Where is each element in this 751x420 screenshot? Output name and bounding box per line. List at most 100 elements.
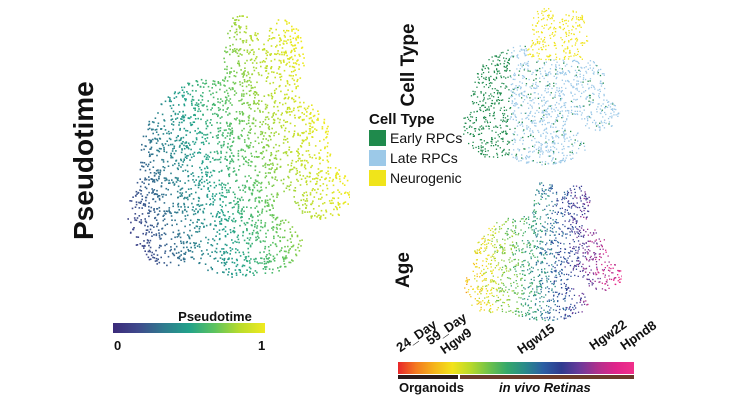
umap-point <box>323 202 326 204</box>
umap-point <box>203 207 206 210</box>
umap-point <box>294 50 296 52</box>
umap-point <box>253 186 256 189</box>
umap-point <box>277 68 280 70</box>
umap-point <box>508 149 510 151</box>
umap-point <box>510 282 512 285</box>
umap-point <box>610 103 612 105</box>
umap-point <box>606 106 609 108</box>
umap-point <box>254 198 257 200</box>
umap-point <box>549 311 551 314</box>
umap-point <box>596 111 598 113</box>
umap-point <box>597 103 599 105</box>
umap-point <box>256 81 258 84</box>
umap-point <box>553 151 555 153</box>
umap-point <box>226 146 229 148</box>
umap-point <box>250 37 252 40</box>
umap-point <box>572 312 574 314</box>
umap-point <box>547 100 549 102</box>
umap-point <box>565 284 567 286</box>
umap-point <box>535 141 537 143</box>
umap-point <box>549 17 551 20</box>
umap-point <box>305 181 307 183</box>
umap-point <box>617 280 619 282</box>
umap-point <box>553 281 555 283</box>
umap-point <box>493 281 495 283</box>
umap-point <box>468 279 470 281</box>
umap-point <box>572 10 574 12</box>
umap-point <box>211 124 213 126</box>
umap-point <box>302 132 304 135</box>
umap-point <box>507 59 510 61</box>
umap-point <box>523 68 526 70</box>
umap-point <box>551 212 553 215</box>
umap-point <box>597 73 599 75</box>
umap-point <box>583 20 585 22</box>
umap-point <box>580 81 582 83</box>
umap-point <box>170 215 173 217</box>
umap-point <box>529 104 531 106</box>
umap-point <box>568 315 571 317</box>
umap-point <box>201 95 204 98</box>
umap-point <box>241 15 243 17</box>
umap-point <box>153 211 156 213</box>
umap-point <box>499 54 501 56</box>
umap-point <box>526 127 528 129</box>
umap-point <box>589 80 591 82</box>
umap-point <box>187 175 189 178</box>
umap-point <box>564 258 567 260</box>
umap-point <box>147 250 150 253</box>
umap-point <box>531 139 533 142</box>
umap-point <box>546 300 549 302</box>
umap-point <box>192 140 194 143</box>
umap-point <box>130 231 132 234</box>
umap-point <box>599 126 601 128</box>
umap-point <box>232 229 235 232</box>
umap-point <box>178 251 180 254</box>
umap-point <box>223 251 225 253</box>
umap-point <box>564 20 566 22</box>
umap-point <box>540 236 542 238</box>
umap-point <box>527 93 529 96</box>
umap-point <box>601 109 603 111</box>
umap-point <box>548 58 550 61</box>
umap-point <box>326 184 328 187</box>
umap-point <box>472 103 474 105</box>
umap-point <box>565 32 567 34</box>
umap-point <box>210 119 212 121</box>
umap-point <box>182 170 184 172</box>
umap-point <box>246 134 249 137</box>
umap-point <box>581 304 583 306</box>
umap-point <box>575 222 577 225</box>
umap-point <box>490 270 492 272</box>
umap-point <box>552 153 555 155</box>
umap-point <box>554 44 557 46</box>
umap-point <box>489 115 491 117</box>
umap-point <box>519 124 521 126</box>
umap-point <box>260 130 262 133</box>
umap-point <box>304 164 306 167</box>
umap-point <box>496 154 499 156</box>
umap-point <box>151 153 154 155</box>
umap-point <box>186 246 188 249</box>
umap-point <box>349 191 350 193</box>
umap-point <box>182 114 184 117</box>
umap-point <box>492 102 494 105</box>
umap-point <box>173 243 176 245</box>
umap-point <box>295 74 297 76</box>
umap-point <box>578 147 580 150</box>
umap-point <box>556 89 558 91</box>
umap-point <box>255 257 257 260</box>
umap-point <box>540 145 542 147</box>
umap-point <box>232 81 235 84</box>
umap-point <box>610 125 613 127</box>
umap-point <box>585 125 587 127</box>
umap-point <box>493 280 495 282</box>
umap-point <box>211 174 213 177</box>
umap-point <box>224 96 227 98</box>
umap-point <box>485 65 488 67</box>
umap-point <box>580 42 582 44</box>
umap-point <box>186 196 189 199</box>
umap-point <box>479 276 481 278</box>
umap-point <box>518 74 520 76</box>
umap-point <box>576 60 578 63</box>
